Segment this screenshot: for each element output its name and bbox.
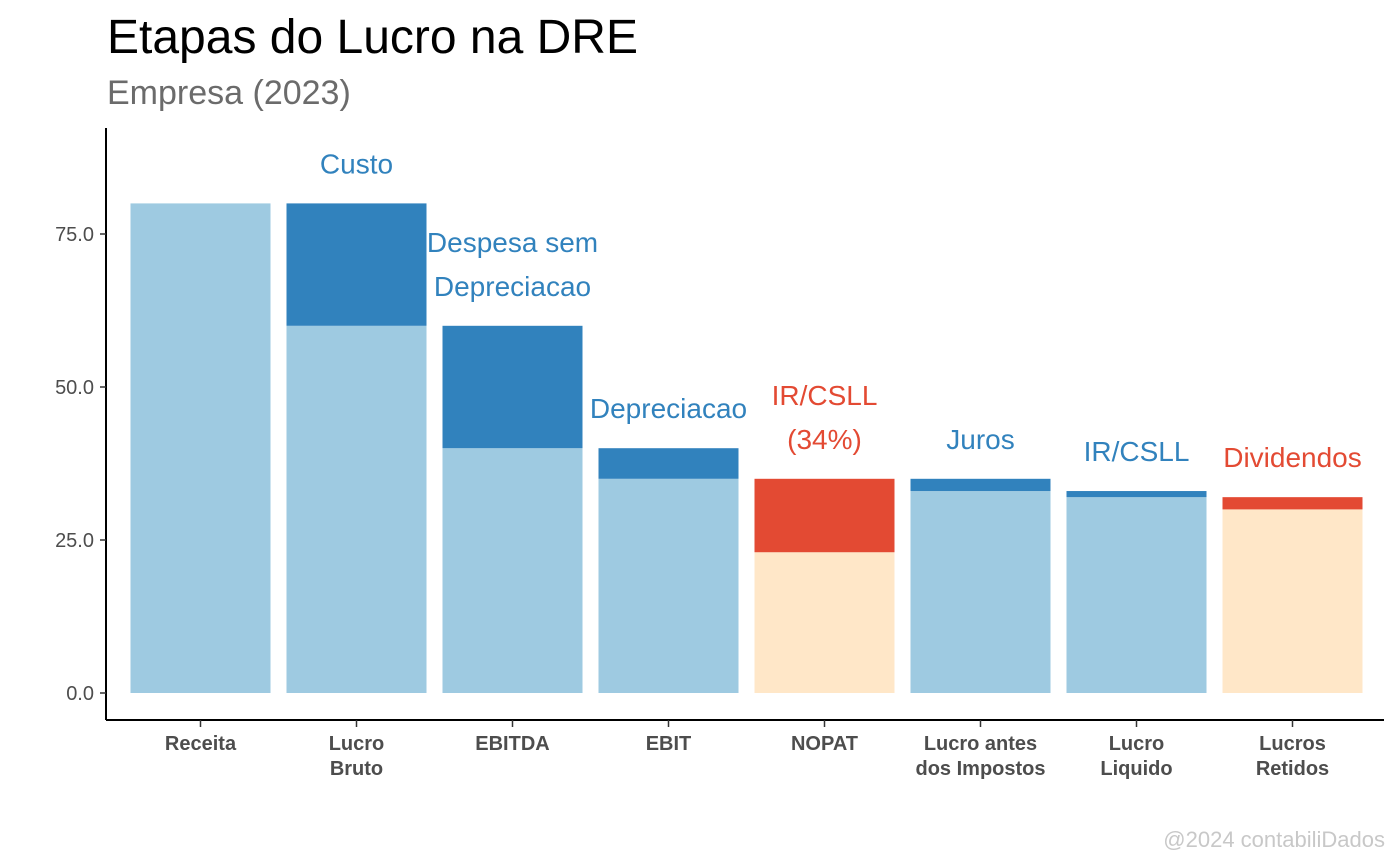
y-tick-label: 50.0 [55,377,94,399]
annotations-layer: Custo Despesa sem Depreciacao Depreciacao IR… [320,148,1362,473]
bar-annotation: (34%) [787,424,862,455]
bar-deduction [286,203,427,326]
x-tick-label: EBITDA [475,733,549,755]
x-tick-label: Lucro antes [924,733,1037,755]
bar-annotation: Custo [320,148,393,179]
bar-deduction [1066,491,1207,498]
chart-caption: @2024 contabiliDados [1163,827,1385,852]
bar-deduction [442,325,583,449]
x-tick-label: Liquido [1100,758,1172,780]
x-tick-label: Receita [165,733,237,755]
bar-base [910,491,1051,693]
bar-base [130,203,271,693]
chart-subtitle: Empresa (2023) [107,74,351,112]
bar-base [598,478,739,693]
bar-deduction [910,478,1051,492]
x-tick-label: Retidos [1256,758,1329,780]
x-tick-label: Bruto [330,758,383,780]
x-axis: Receita Lucro Bruto EBITDA EBIT NOPAT Lucro an… [165,720,1329,780]
bar-base [1222,509,1363,693]
x-tick-label: EBIT [646,733,692,755]
bar-annotation: Despesa sem [427,227,598,258]
bars-layer [130,203,1363,693]
x-tick-label: Lucros [1259,733,1326,755]
x-tick-label: NOPAT [791,733,858,755]
y-axis: 0.0 25.0 50.0 75.0 [55,224,106,705]
y-tick-label: 0.0 [66,683,94,705]
bar-base [442,448,583,693]
bar-annotation: Depreciacao [434,271,591,302]
y-tick-label: 25.0 [55,530,94,552]
bar-annotation: Juros [946,424,1014,455]
chart-title: Etapas do Lucro na DRE [107,11,638,64]
bar-base [754,552,895,693]
bar-annotation: IR/CSLL [1084,436,1190,467]
bar-deduction [1222,497,1363,510]
bar-annotation: IR/CSLL [772,380,878,411]
x-tick-label: Lucro [329,733,385,755]
bar-annotation: Dividendos [1223,442,1362,473]
bar-annotation: Depreciacao [590,393,747,424]
x-tick-label: Lucro [1109,733,1165,755]
bar-base [1066,497,1207,693]
y-tick-label: 75.0 [55,224,94,246]
bar-deduction [598,448,739,479]
bar-base [286,325,427,693]
bar-deduction [754,478,895,553]
x-tick-label: dos Impostos [915,758,1045,780]
